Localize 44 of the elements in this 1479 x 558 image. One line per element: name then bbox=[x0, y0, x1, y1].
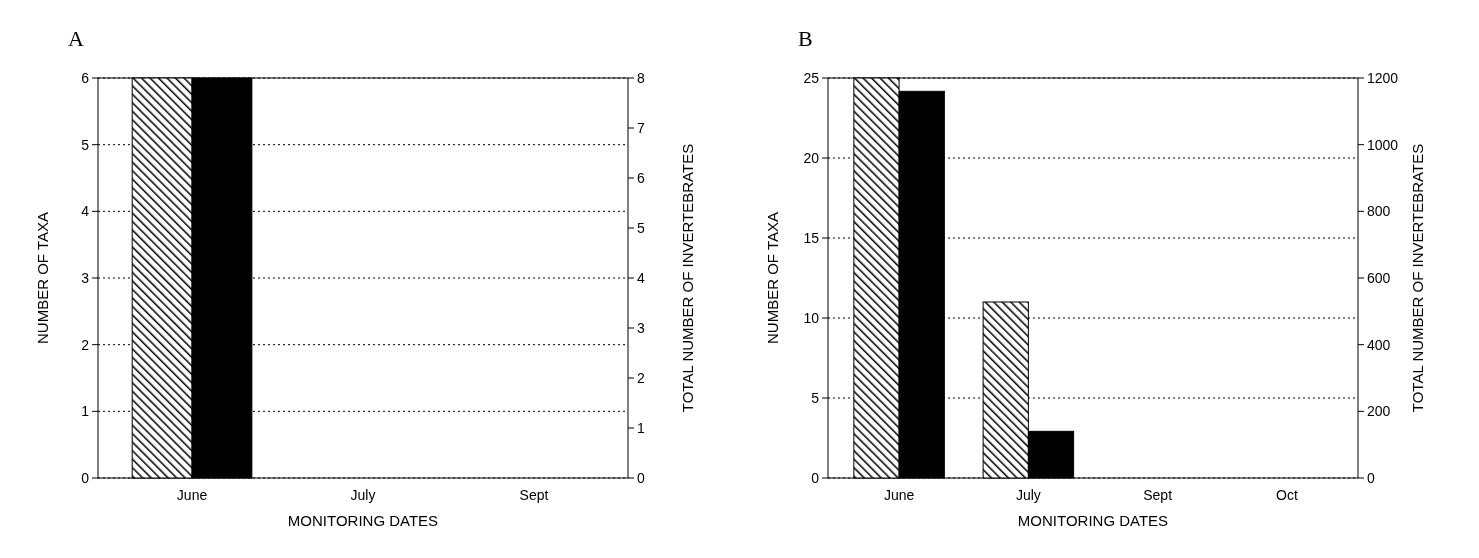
y2-axis-title: TOTAL NUMBER OF INVERTEBRATES bbox=[1409, 143, 1426, 413]
y2-tick-label: 1 bbox=[637, 419, 645, 436]
y2-tick-label: 400 bbox=[1367, 336, 1391, 353]
y2-tick-label: 0 bbox=[1367, 469, 1375, 486]
y2-tick-label: 7 bbox=[637, 119, 645, 136]
y2-axis-title: TOTAL NUMBER OF INVERTEBRATES bbox=[679, 143, 696, 413]
y-tick-label: 15 bbox=[803, 229, 820, 246]
y2-tick-label: 5 bbox=[637, 219, 645, 236]
y2-tick-label: 6 bbox=[637, 169, 645, 186]
y-tick-label: 1 bbox=[81, 403, 90, 420]
y-tick-label: 10 bbox=[803, 309, 820, 326]
y-tick-label: 0 bbox=[81, 469, 90, 486]
y2-tick-label: 1000 bbox=[1367, 136, 1399, 153]
x-tick-label: Oct bbox=[1276, 487, 1298, 503]
y2-tick-label: 800 bbox=[1367, 203, 1391, 220]
y-tick-label: 5 bbox=[811, 389, 820, 406]
x-tick-label: June bbox=[176, 487, 208, 503]
x-tick-label: July bbox=[350, 487, 376, 503]
y2-tick-label: 1200 bbox=[1367, 69, 1399, 86]
y-tick-label: 5 bbox=[81, 136, 90, 153]
chart-title: A bbox=[68, 26, 84, 51]
y-tick-label: 20 bbox=[803, 149, 820, 166]
x-tick-label: June bbox=[883, 487, 915, 503]
y2-tick-label: 200 bbox=[1367, 403, 1391, 420]
y2-tick-label: 2 bbox=[637, 369, 645, 386]
y2-tick-label: 0 bbox=[637, 469, 645, 486]
x-tick-label: Sept bbox=[519, 487, 549, 503]
chart-title: B bbox=[798, 26, 813, 51]
x-tick-label: Sept bbox=[1143, 487, 1173, 503]
y2-tick-label: 8 bbox=[637, 69, 645, 86]
y-tick-label: 6 bbox=[81, 69, 90, 86]
y2-tick-label: 600 bbox=[1367, 269, 1391, 286]
y-axis-title: NUMBER OF TAXA bbox=[34, 212, 51, 344]
y-tick-label: 4 bbox=[81, 203, 90, 220]
y-tick-label: 2 bbox=[81, 336, 90, 353]
x-axis-title: MONITORING DATES bbox=[1017, 512, 1169, 529]
y2-tick-label: 3 bbox=[637, 319, 645, 336]
y-tick-label: 3 bbox=[81, 269, 90, 286]
y-tick-label: 0 bbox=[811, 469, 820, 486]
y-axis-title: NUMBER OF TAXA bbox=[764, 212, 781, 344]
x-tick-label: July bbox=[1015, 487, 1041, 503]
y-tick-label: 25 bbox=[803, 69, 820, 86]
x-axis-title: MONITORING DATES bbox=[287, 512, 439, 529]
y2-tick-label: 4 bbox=[637, 269, 645, 286]
